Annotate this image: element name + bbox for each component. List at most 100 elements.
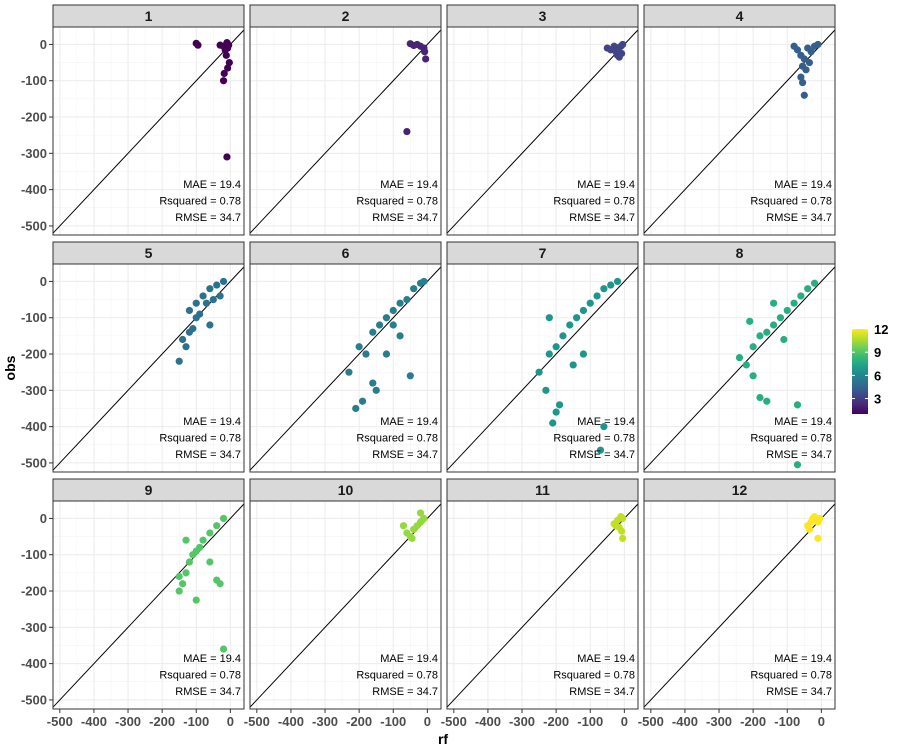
metric-annotation: MAE = 19.4: [183, 416, 241, 428]
identity-line: [644, 29, 835, 234]
colorbar-label: 6: [874, 368, 881, 383]
colorbar: [852, 329, 868, 414]
data-point: [406, 372, 414, 380]
data-point: [199, 292, 207, 300]
points: [790, 40, 822, 99]
facet-strip-label: 3: [539, 8, 547, 24]
data-point: [569, 361, 577, 369]
data-point: [175, 572, 183, 581]
data-point: [206, 285, 214, 293]
points: [403, 40, 430, 136]
metric-annotation: Rsquared = 0.78: [356, 670, 438, 682]
metric-annotation: Rsquared = 0.78: [750, 433, 832, 445]
data-point: [216, 580, 224, 588]
colorbar-label: 9: [874, 345, 881, 360]
data-point: [416, 509, 425, 517]
data-point: [403, 127, 411, 136]
metric-annotation: RMSE = 34.7: [569, 449, 635, 461]
points: [735, 279, 819, 469]
x-tick-label: -200: [543, 714, 569, 729]
data-point: [182, 536, 190, 544]
data-point: [224, 64, 232, 72]
facet-strip-label: 8: [736, 245, 744, 261]
data-point: [389, 306, 397, 315]
y-axis-title: obs: [2, 355, 18, 380]
data-point: [770, 321, 778, 329]
points: [192, 39, 233, 161]
data-point: [814, 534, 822, 542]
facet-strip-label: 9: [145, 482, 153, 498]
colorbar-label: 12: [874, 322, 888, 337]
x-tick-label: 0: [227, 714, 234, 729]
data-point: [542, 386, 550, 394]
data-point: [770, 299, 778, 307]
y-tick-label: -400: [21, 182, 47, 197]
data-point: [410, 285, 418, 293]
identity-line: [53, 503, 244, 708]
metric-annotation: Rsquared = 0.78: [356, 196, 438, 208]
data-point: [352, 404, 360, 413]
y-tick-label: -500: [21, 692, 47, 707]
x-tick-label: -500: [47, 714, 73, 729]
data-point: [216, 292, 224, 300]
data-point: [376, 321, 384, 329]
data-point: [219, 514, 228, 523]
metric-annotation: Rsquared = 0.78: [159, 433, 241, 445]
data-point: [756, 332, 764, 340]
y-tick-label: -500: [21, 218, 47, 233]
data-point: [600, 285, 608, 293]
x-tick-label: 0: [424, 714, 431, 729]
panel-border: [52, 26, 245, 236]
identity-line: [250, 266, 441, 471]
metric-annotation: RMSE = 34.7: [569, 686, 635, 698]
metric-annotation: MAE = 19.4: [380, 179, 438, 191]
data-point: [749, 372, 757, 380]
data-point: [216, 41, 224, 49]
y-tick-label: -400: [21, 656, 47, 671]
facet-strip-label: 12: [732, 482, 748, 498]
x-tick-label: 0: [621, 714, 628, 729]
x-tick-label: -100: [380, 714, 406, 729]
metric-annotation: Rsquared = 0.78: [750, 670, 832, 682]
data-point: [763, 397, 771, 405]
facet-panels: 1 MAE = 19.4 Rsquared = 0.78 RMSE = 34.7 2 MA…: [52, 4, 836, 710]
colorbar-label: 3: [874, 392, 881, 407]
panel-border: [446, 500, 639, 710]
data-point: [185, 306, 194, 315]
panel-border: [446, 26, 639, 236]
data-point: [179, 335, 187, 344]
data-point: [182, 569, 190, 577]
points: [399, 509, 428, 542]
data-point: [735, 354, 744, 362]
metric-annotation: Rsquared = 0.78: [553, 196, 635, 208]
metric-annotation: RMSE = 34.7: [372, 686, 438, 698]
data-point: [756, 393, 764, 402]
metric-annotation: MAE = 19.4: [577, 653, 635, 665]
metric-annotation: Rsquared = 0.78: [159, 196, 241, 208]
data-point: [225, 58, 233, 67]
metric-annotation: MAE = 19.4: [774, 653, 832, 665]
data-point: [555, 401, 564, 409]
data-point: [593, 292, 601, 300]
x-tick-label: -400: [475, 714, 501, 729]
y-tick-label: 0: [40, 274, 47, 289]
data-point: [559, 332, 567, 340]
panel-border: [52, 263, 245, 473]
data-point: [422, 55, 430, 63]
data-point: [549, 419, 557, 427]
data-point: [804, 285, 812, 293]
x-tick-label: -400: [278, 714, 304, 729]
data-point: [202, 299, 211, 307]
x-axis-title: rf: [438, 731, 448, 747]
y-axes: 0 -100 -200 -300 -400 -500 0 -100 -200 -300 -400 -5…: [21, 37, 53, 707]
x-tick-label: 0: [818, 714, 825, 729]
data-point: [619, 514, 627, 523]
y-tick-label: -200: [21, 347, 47, 362]
data-point: [535, 368, 543, 376]
data-point: [199, 536, 207, 544]
points: [535, 277, 622, 454]
color-legend: 12 9 6 3: [852, 322, 888, 414]
data-point: [613, 277, 622, 286]
data-point: [421, 48, 429, 56]
data-point: [362, 350, 370, 358]
